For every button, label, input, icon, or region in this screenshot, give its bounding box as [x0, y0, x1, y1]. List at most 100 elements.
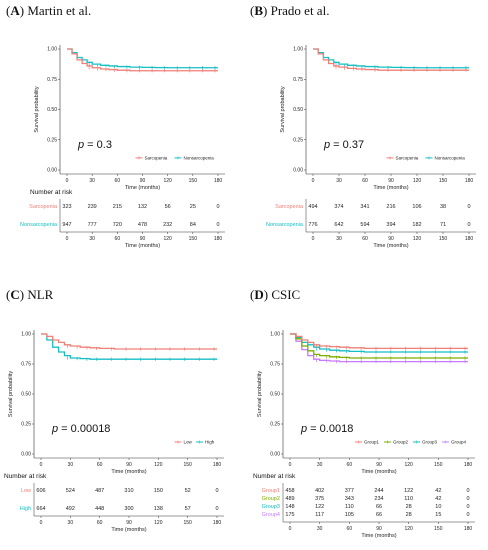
risk-count: 148	[285, 504, 294, 510]
p-value-number: = 0.00018	[58, 423, 110, 435]
p-value-symbol: p	[51, 423, 58, 435]
y-tick-label: 0.00	[293, 168, 303, 174]
risk-count: 377	[345, 488, 354, 494]
risk-count: 15	[435, 512, 441, 518]
risk-x-tick-label: 150	[189, 236, 198, 242]
x-tick-label: 150	[439, 178, 448, 184]
y-tick-label: 0.00	[270, 452, 280, 458]
x-tick-label: 0	[289, 462, 292, 468]
legend-label: Group1	[364, 440, 380, 445]
x-axis-title: Time (months)	[373, 185, 408, 191]
y-tick-label: 0.50	[47, 107, 57, 113]
risk-count: 239	[88, 204, 97, 210]
risk-count: 175	[285, 512, 294, 518]
risk-count: 776	[308, 222, 317, 228]
x-tick-label: 30	[89, 178, 95, 184]
series-line-nonsarcopenia	[313, 48, 469, 69]
p-value-number: = 0.3	[84, 139, 112, 151]
x-tick-label: 150	[434, 462, 443, 468]
risk-table-title: Number at risk	[30, 189, 73, 196]
x-tick-label: 120	[154, 462, 163, 468]
y-tick-label: 0.25	[47, 137, 57, 143]
x-tick-label: 150	[189, 178, 198, 184]
risk-x-tick-label: 90	[388, 236, 394, 242]
y-tick-label: 1.00	[293, 47, 303, 53]
risk-row-label: Group2	[262, 496, 280, 502]
y-tick-label: 1.00	[21, 332, 31, 338]
panel-c: (C) NLR Survival probability 0.00 0.25 0.50 0…	[4, 287, 224, 533]
x-tick-label: 90	[388, 178, 394, 184]
p-value-symbol: p	[77, 139, 84, 151]
risk-x-tick-label: 0	[312, 236, 315, 242]
risk-x-tick-label: 90	[126, 520, 132, 526]
risk-x-axis-title: Time (months)	[111, 527, 146, 533]
legend-label: High	[205, 440, 215, 445]
risk-count: 66	[376, 504, 382, 510]
x-tick-label: 180	[213, 462, 222, 468]
risk-count: 448	[95, 506, 104, 512]
risk-count: 132	[138, 204, 147, 210]
y-tick-label: 0.75	[21, 362, 31, 368]
x-tick-label: 0	[40, 462, 43, 468]
risk-count: 216	[386, 204, 395, 210]
risk-count: 0	[216, 204, 219, 210]
y-tick-label: 0.00	[21, 452, 31, 458]
x-axis-title: Time (months)	[111, 469, 146, 475]
risk-count: 110	[345, 504, 354, 510]
risk-row-label: Nonsarcopenia	[266, 222, 304, 228]
panel-letter: D	[254, 287, 263, 302]
legend-label: Group4	[451, 440, 467, 445]
y-tick-label: 0.50	[270, 392, 280, 398]
risk-count: 478	[138, 222, 147, 228]
p-value-symbol: p	[300, 423, 307, 435]
risk-row-label: Group1	[262, 488, 280, 494]
risk-count: 0	[466, 496, 469, 502]
risk-count: 402	[315, 488, 324, 494]
risk-count: 524	[66, 488, 75, 494]
p-value: p = 0.3	[77, 139, 112, 151]
risk-x-tick-label: 0	[289, 526, 292, 532]
risk-count: 28	[406, 504, 412, 510]
risk-count: 300	[124, 506, 133, 512]
x-tick-label: 30	[317, 462, 323, 468]
series-line-group2	[290, 333, 468, 359]
risk-count: 394	[386, 222, 395, 228]
risk-count: 234	[374, 496, 383, 502]
risk-count: 0	[466, 488, 469, 494]
panel-title-paren-open: (	[250, 3, 254, 18]
risk-count: 374	[334, 204, 343, 210]
risk-count: 458	[285, 488, 294, 494]
x-tick-label: 180	[214, 178, 223, 184]
risk-count: 0	[466, 504, 469, 510]
risk-x-tick-label: 90	[376, 526, 382, 532]
x-tick-label: 120	[163, 178, 172, 184]
panel-letter: A	[10, 3, 20, 18]
risk-count: 494	[308, 204, 317, 210]
risk-x-tick-label: 30	[336, 236, 342, 242]
risk-count: 664	[36, 506, 45, 512]
x-tick-label: 60	[347, 462, 353, 468]
risk-row-label: Nonsarcopenia	[20, 222, 58, 228]
risk-count: 182	[412, 222, 421, 228]
p-value-number: = 0.37	[330, 139, 364, 151]
risk-count: 57	[185, 506, 191, 512]
y-tick-label: 0.25	[293, 137, 303, 143]
risk-count: 375	[315, 496, 324, 502]
risk-x-tick-label: 150	[439, 236, 448, 242]
series-line-sarcopenia	[313, 48, 469, 71]
risk-x-tick-label: 120	[163, 236, 172, 242]
panel-title: (C) NLR	[6, 287, 54, 302]
y-tick-label: 0.75	[270, 362, 280, 368]
risk-count: 122	[315, 504, 324, 510]
x-tick-label: 30	[336, 178, 342, 184]
risk-count: 28	[406, 512, 412, 518]
x-tick-label: 120	[413, 178, 422, 184]
risk-table-title: Number at risk	[4, 473, 47, 480]
x-tick-label: 60	[362, 178, 368, 184]
risk-x-tick-label: 120	[404, 526, 413, 532]
x-tick-label: 180	[464, 462, 473, 468]
risk-row-label: Sarcopenia	[275, 204, 304, 210]
panel-title-paren-open: (	[250, 287, 254, 302]
risk-count: 122	[404, 488, 413, 494]
risk-x-tick-label: 60	[97, 520, 103, 526]
